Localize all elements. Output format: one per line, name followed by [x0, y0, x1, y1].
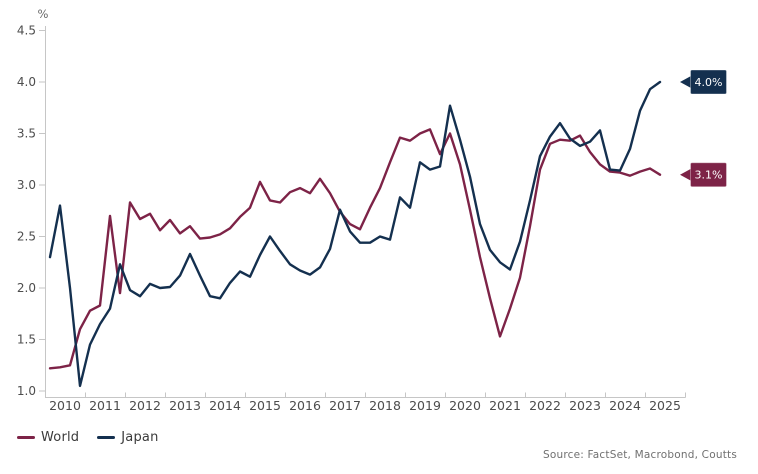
japan-series-line — [48, 80, 662, 388]
svg-text:4.0%: 4.0% — [695, 76, 723, 89]
japan-value-callout: 4.0% — [680, 69, 727, 95]
legend-item-world: World — [17, 430, 79, 445]
svg-text:1.0: 1.0 — [17, 384, 36, 398]
svg-text:2016: 2016 — [289, 398, 321, 413]
svg-text:2012: 2012 — [129, 398, 161, 413]
svg-text:2019: 2019 — [409, 398, 441, 413]
axes — [45, 26, 686, 398]
svg-text:2020: 2020 — [449, 398, 481, 413]
svg-text:2010: 2010 — [49, 398, 81, 413]
legend-label-japan: Japan — [121, 430, 159, 445]
svg-text:2023: 2023 — [569, 398, 601, 413]
svg-text:2024: 2024 — [609, 398, 641, 413]
svg-text:2.5: 2.5 — [17, 230, 36, 244]
svg-text:2013: 2013 — [169, 398, 201, 413]
svg-text:2017: 2017 — [329, 398, 361, 413]
svg-text:3.5: 3.5 — [17, 127, 36, 141]
svg-text:2.0: 2.0 — [17, 281, 36, 295]
x-axis-ticks: 2010 2011 2012 2013 2014 2015 2016 2017 2018 2019… — [45, 392, 686, 413]
world-series-line — [48, 128, 662, 370]
world-value-callout: 3.1% — [680, 162, 727, 188]
svg-text:2014: 2014 — [209, 398, 241, 413]
svg-text:2022: 2022 — [529, 398, 561, 413]
japan-line-swatch — [97, 436, 116, 439]
svg-text:2021: 2021 — [489, 398, 521, 413]
svg-text:4.0: 4.0 — [17, 75, 36, 89]
world-line-swatch — [17, 436, 35, 439]
svg-text:2011: 2011 — [89, 398, 121, 413]
svg-text:4.5: 4.5 — [17, 24, 36, 38]
svg-text:2018: 2018 — [369, 398, 401, 413]
legend-label-world: World — [41, 430, 80, 445]
svg-text:2025: 2025 — [649, 398, 681, 413]
legend-item-japan: Japan — [97, 430, 158, 445]
y-axis-unit-label: % — [38, 7, 49, 21]
svg-text:2015: 2015 — [249, 398, 281, 413]
y-axis-ticks: 1.0 1.5 2.0 2.5 3.0 3.5 4.0 4.5 — [17, 24, 46, 398]
chart-legend: World Japan — [17, 430, 159, 445]
svg-text:3.1%: 3.1% — [695, 169, 723, 182]
source-attribution: Source: FactSet, Macrobond, Coutts — [542, 449, 737, 461]
line-chart: 1.01.52.02.53.03.54.04.5%2010 2011 2012 201… — [17, 7, 727, 413]
svg-text:1.5: 1.5 — [17, 333, 36, 347]
svg-text:3.0: 3.0 — [17, 178, 36, 192]
